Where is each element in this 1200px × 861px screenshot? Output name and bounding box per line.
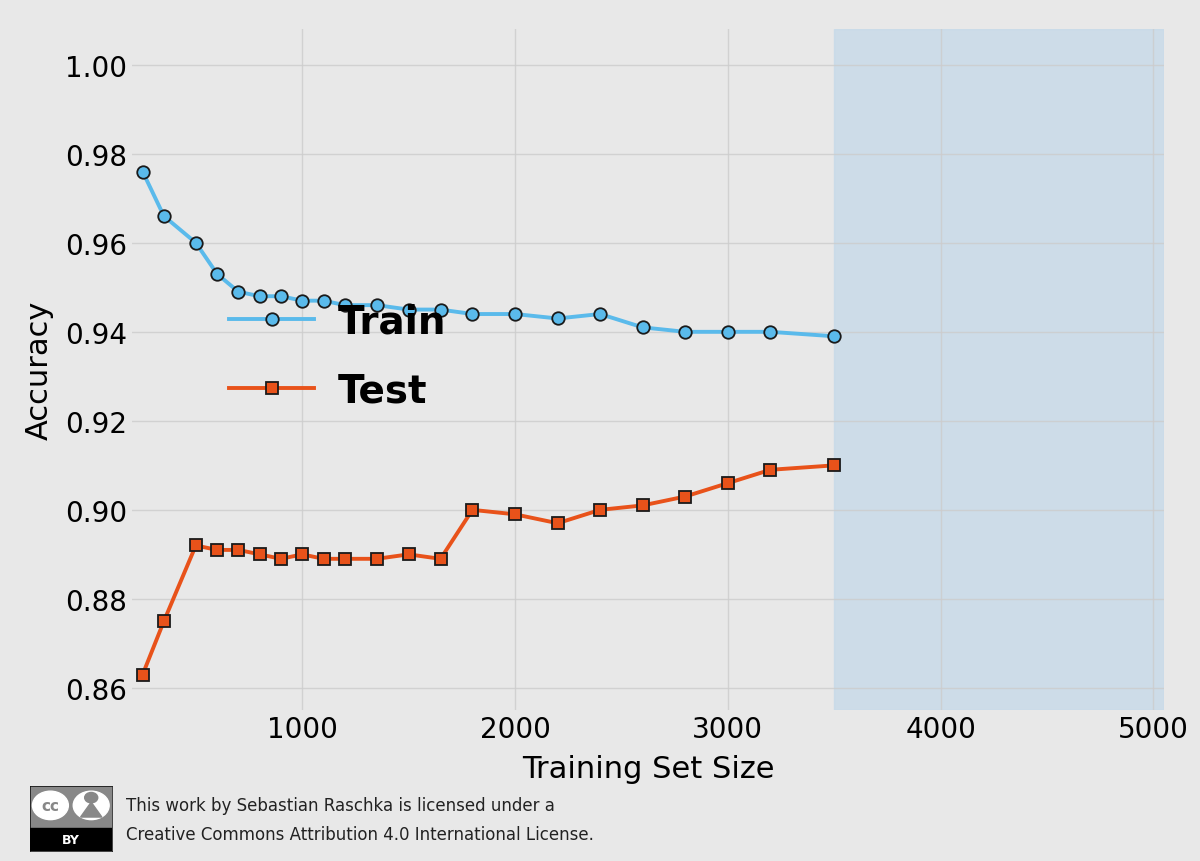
Test xyxy=(433,554,448,564)
Bar xyxy=(834,30,1164,710)
Test xyxy=(317,554,331,564)
Circle shape xyxy=(73,791,109,820)
Train xyxy=(720,327,734,338)
Train xyxy=(274,292,288,302)
Test xyxy=(136,670,150,680)
Train xyxy=(232,288,246,298)
Test xyxy=(466,505,480,516)
Test xyxy=(210,545,224,555)
Train xyxy=(295,296,310,307)
X-axis label: Training Set Size: Training Set Size xyxy=(522,754,774,784)
Text: BY: BY xyxy=(62,833,79,846)
Test xyxy=(508,510,522,520)
Train xyxy=(508,309,522,319)
Train xyxy=(252,292,266,302)
Train xyxy=(188,238,203,249)
Train xyxy=(317,296,331,307)
Test xyxy=(827,461,841,471)
Text: Creative Commons Attribution 4.0 International License.: Creative Commons Attribution 4.0 Interna… xyxy=(126,826,594,844)
Test xyxy=(295,549,310,560)
Test xyxy=(593,505,607,516)
Test xyxy=(232,545,246,555)
Line: Test: Test xyxy=(137,460,840,681)
Train xyxy=(157,212,172,222)
Train xyxy=(337,300,352,311)
Test xyxy=(157,616,172,627)
Train xyxy=(678,327,692,338)
Train xyxy=(210,269,224,280)
Test xyxy=(370,554,384,564)
Train xyxy=(136,167,150,177)
Test xyxy=(551,518,565,529)
Line: Train: Train xyxy=(137,166,840,344)
Legend: Train, Test: Train, Test xyxy=(214,288,462,425)
Test xyxy=(337,554,352,564)
Train xyxy=(466,309,480,319)
Train xyxy=(551,314,565,325)
Train xyxy=(402,305,416,315)
Test xyxy=(636,500,650,511)
Test xyxy=(720,479,734,489)
Test xyxy=(252,549,266,560)
Polygon shape xyxy=(80,802,102,817)
Train xyxy=(763,327,778,338)
Test xyxy=(274,554,288,564)
Test xyxy=(402,549,416,560)
Text: cc: cc xyxy=(41,798,60,813)
Train xyxy=(593,309,607,319)
Train xyxy=(370,300,384,311)
Test xyxy=(188,541,203,551)
Circle shape xyxy=(85,792,97,802)
Y-axis label: Accuracy: Accuracy xyxy=(25,300,54,440)
Test xyxy=(763,465,778,475)
Circle shape xyxy=(32,791,68,820)
Test xyxy=(678,492,692,502)
Train xyxy=(433,305,448,315)
Bar xyxy=(30,828,112,851)
Train xyxy=(827,331,841,342)
Train xyxy=(636,323,650,333)
Text: This work by Sebastian Raschka is licensed under a: This work by Sebastian Raschka is licens… xyxy=(126,796,554,815)
